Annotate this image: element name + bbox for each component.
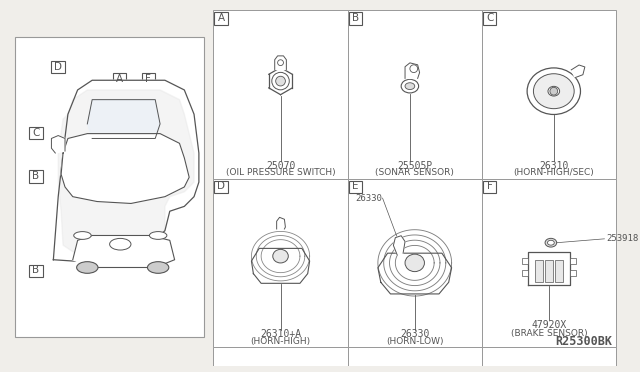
Polygon shape <box>58 90 194 257</box>
Polygon shape <box>378 253 452 294</box>
Text: 253918: 253918 <box>606 234 639 243</box>
Bar <box>348 10 482 179</box>
Text: (HORN-LOW): (HORN-LOW) <box>386 337 444 346</box>
Text: 26330: 26330 <box>400 330 429 339</box>
Circle shape <box>410 65 418 73</box>
Bar <box>482 347 616 372</box>
Polygon shape <box>87 100 160 138</box>
FancyBboxPatch shape <box>349 181 362 193</box>
Circle shape <box>276 76 285 86</box>
Text: (SONAR SENSOR): (SONAR SENSOR) <box>375 169 454 177</box>
Bar <box>545 260 553 282</box>
Text: (HORN-HIGH/SEC): (HORN-HIGH/SEC) <box>513 169 594 177</box>
Bar <box>522 258 527 264</box>
FancyBboxPatch shape <box>51 61 65 73</box>
Text: C: C <box>486 13 493 23</box>
Bar <box>482 10 616 179</box>
Ellipse shape <box>545 238 557 247</box>
Text: (OIL PRESSURE SWITCH): (OIL PRESSURE SWITCH) <box>226 169 335 177</box>
Text: C: C <box>32 128 40 138</box>
Bar <box>522 270 527 276</box>
Text: B: B <box>352 13 359 23</box>
Text: A: A <box>116 74 123 84</box>
Text: R25300BK: R25300BK <box>555 335 612 348</box>
Ellipse shape <box>401 79 419 93</box>
Bar <box>348 179 482 347</box>
Polygon shape <box>61 134 189 203</box>
Ellipse shape <box>77 262 98 273</box>
Text: A: A <box>218 13 225 23</box>
Text: 26310+A: 26310+A <box>260 330 301 339</box>
Ellipse shape <box>405 83 415 90</box>
Ellipse shape <box>547 240 554 245</box>
FancyBboxPatch shape <box>483 12 497 25</box>
Polygon shape <box>73 235 175 267</box>
Ellipse shape <box>74 232 91 239</box>
Bar <box>570 270 576 276</box>
Text: 26330: 26330 <box>355 194 382 203</box>
FancyBboxPatch shape <box>113 73 126 86</box>
Bar <box>15 36 204 337</box>
FancyBboxPatch shape <box>29 127 43 140</box>
Bar <box>555 260 563 282</box>
Bar <box>482 179 616 347</box>
Bar <box>213 179 348 347</box>
Polygon shape <box>252 248 310 283</box>
Ellipse shape <box>109 238 131 250</box>
Text: B: B <box>33 265 40 275</box>
Ellipse shape <box>548 86 559 96</box>
Bar <box>570 258 576 264</box>
Polygon shape <box>405 63 420 78</box>
Ellipse shape <box>533 74 574 109</box>
Circle shape <box>278 60 284 65</box>
Polygon shape <box>53 80 199 262</box>
Text: 47920X: 47920X <box>531 320 566 330</box>
Polygon shape <box>394 236 405 255</box>
Ellipse shape <box>527 68 580 115</box>
Polygon shape <box>275 56 286 70</box>
Polygon shape <box>572 65 585 78</box>
Text: 25070: 25070 <box>266 161 295 171</box>
Text: D: D <box>217 182 225 192</box>
Text: (HORN-HIGH): (HORN-HIGH) <box>250 337 310 346</box>
Ellipse shape <box>273 249 288 263</box>
Circle shape <box>272 73 289 90</box>
Text: (BRAKE SENSOR): (BRAKE SENSOR) <box>511 329 588 338</box>
Text: D: D <box>54 62 62 72</box>
Text: F: F <box>145 74 152 84</box>
Bar <box>213 347 348 372</box>
Text: E: E <box>352 182 358 192</box>
Bar <box>213 10 348 179</box>
Text: 26310: 26310 <box>539 161 568 171</box>
FancyBboxPatch shape <box>214 181 228 193</box>
FancyBboxPatch shape <box>29 264 43 277</box>
Bar <box>348 347 482 372</box>
FancyBboxPatch shape <box>214 12 228 25</box>
Ellipse shape <box>149 232 167 239</box>
Circle shape <box>550 87 557 95</box>
Ellipse shape <box>147 262 169 273</box>
Text: B: B <box>33 171 40 181</box>
FancyBboxPatch shape <box>349 12 362 25</box>
Polygon shape <box>527 253 570 285</box>
FancyBboxPatch shape <box>483 181 497 193</box>
Ellipse shape <box>405 254 424 272</box>
FancyBboxPatch shape <box>29 170 43 183</box>
Polygon shape <box>51 135 65 153</box>
FancyBboxPatch shape <box>141 73 156 86</box>
Text: 25505P: 25505P <box>397 161 433 171</box>
Polygon shape <box>276 217 285 229</box>
Bar <box>536 260 543 282</box>
Text: F: F <box>486 182 493 192</box>
